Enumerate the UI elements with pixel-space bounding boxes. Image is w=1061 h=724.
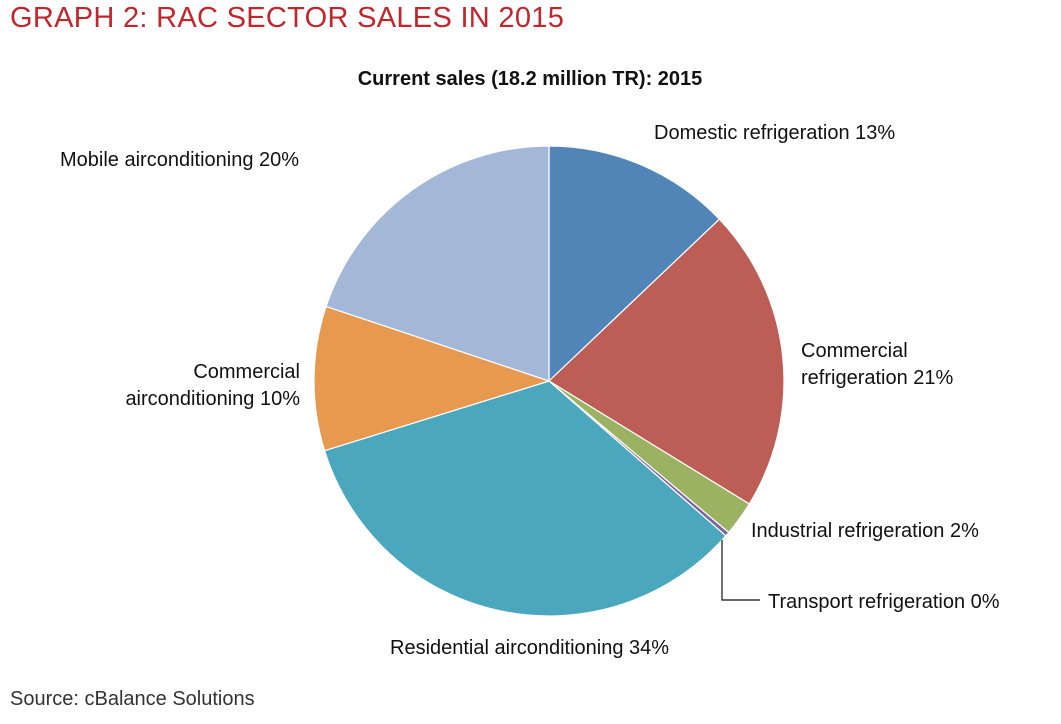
pie-slice-domestic-refrigeration — [548, 145, 721, 383]
label-transport-refrigeration: Transport refrigeration 0% — [768, 591, 1000, 613]
chart-title: Current sales (18.2 million TR): 2015 — [357, 68, 703, 90]
label-commercial-refrigeration: Commercial refrigeration 21% — [801, 338, 953, 392]
label-commercial-refrigeration-line2: refrigeration 21% — [801, 367, 954, 389]
pie-slice-mobile-airconditioning — [325, 145, 550, 382]
pie-slice-residential-airconditioning — [323, 380, 727, 617]
pie-slice-commercial-airconditioning — [313, 305, 551, 452]
label-residential-airconditioning: Residential airconditioning 34% — [390, 637, 670, 659]
label-industrial-refrigeration: Industrial refrigeration 2% — [751, 520, 979, 542]
label-domestic-refrigeration: Domestic refrigeration 13% — [654, 122, 896, 144]
transport-leader-line — [721, 540, 760, 601]
source-note: Source: cBalance Solutions — [10, 688, 255, 710]
label-commercial-refrigeration-line1: Commercial — [801, 340, 908, 362]
figure-heading: GRAPH 2: RAC SECTOR SALES IN 2015 — [10, 2, 565, 34]
pie-slice-commercial-refrigeration — [548, 218, 785, 505]
label-commercial-airconditioning: Commercial airconditioning 10% — [90, 359, 300, 413]
label-commercial-airconditioning-line1: Commercial — [193, 361, 300, 383]
label-commercial-airconditioning-line2: airconditioning 10% — [125, 388, 300, 410]
label-mobile-airconditioning: Mobile airconditioning 20% — [60, 149, 300, 171]
